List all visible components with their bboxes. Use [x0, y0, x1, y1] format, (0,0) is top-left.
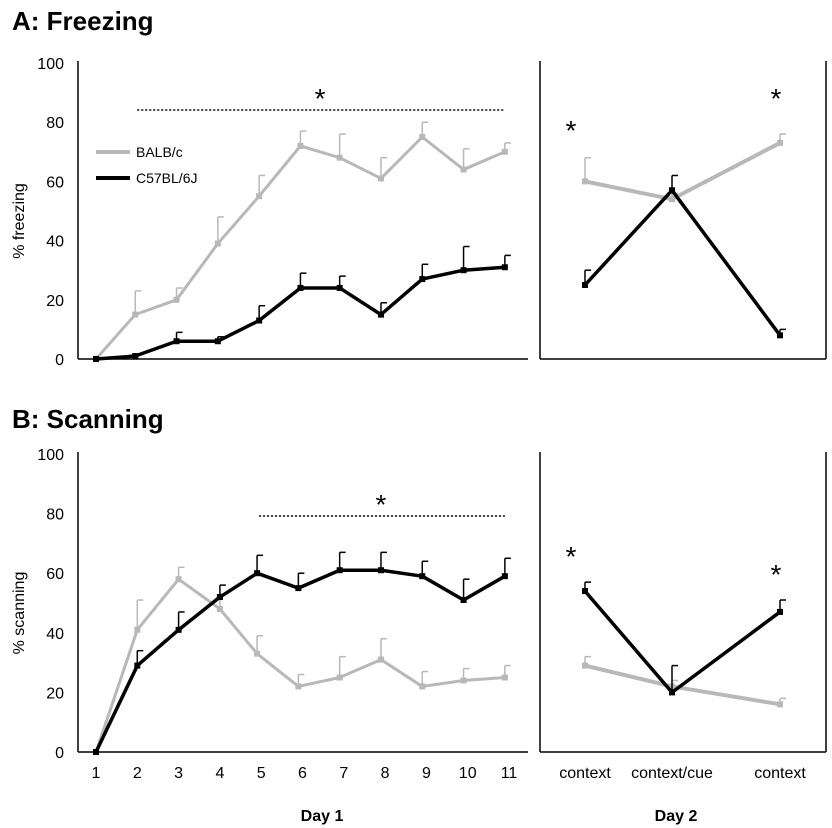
x-tick-label-day1: 6: [298, 765, 307, 782]
panel-b-series-line-day1-c57bl6j: [94, 568, 506, 753]
panel-a-data-point-balbc: [297, 142, 304, 149]
x-tick-label-day1: 7: [339, 765, 348, 782]
panel-b-series-line-day1-balbc: [94, 577, 505, 753]
x-tick-label-day2: context: [559, 765, 611, 782]
panel-b-y-tick-label: 20: [46, 685, 64, 702]
panel-a-data-point-c57bl6j: [460, 267, 467, 274]
legend-label-balbc: BALB/c: [136, 144, 183, 160]
panel-b-day2-data-point-c57bl6j: [777, 608, 783, 615]
panel-a-data-point-c57bl6j: [336, 284, 343, 291]
x-tick-label-day2: context/cue: [631, 765, 713, 782]
panel-b-y-tick-label: 40: [46, 626, 64, 643]
panel-a-day2-data-point-c57bl6j: [669, 187, 675, 194]
panel-b-data-point-c57bl6j: [93, 749, 99, 755]
panel-b-day2-data-point-balbc: [777, 701, 783, 708]
panel-a-y-tick-label: 60: [46, 174, 64, 191]
x-tick-label-day2: context: [754, 765, 806, 782]
panel-a-data-point-balbc: [377, 175, 384, 182]
x-tick-label-day1: 9: [422, 765, 431, 782]
panel-b-data-point-c57bl6j: [134, 662, 141, 669]
panel-b-data-point-balbc: [295, 683, 302, 690]
panel-b-y-tick-label: 60: [46, 566, 64, 583]
panel-b-data-point-c57bl6j: [419, 573, 426, 580]
panel-a-data-point-c57bl6j: [256, 317, 263, 324]
panel-b-data-point-c57bl6j: [295, 585, 302, 592]
panel-b-data-point-balbc: [134, 626, 141, 633]
panel-b-data-point-balbc: [175, 576, 182, 583]
panel-a-y-tick-label: 20: [46, 293, 64, 310]
x-tick-label-day1: 4: [215, 765, 224, 782]
x-tick-label-day1: 2: [133, 765, 142, 782]
panel-a-significance-star-day2: *: [566, 115, 577, 146]
panel-b-significance-star-day1: *: [376, 489, 387, 520]
panel-b-data-point-balbc: [254, 650, 261, 657]
panel-a-day2-data-point-c57bl6j: [777, 332, 783, 339]
panel-b-data-point-balbc: [419, 683, 426, 690]
panel-a-data-point-balbc: [256, 193, 263, 200]
panel-a-day2-data-point-c57bl6j: [582, 282, 588, 288]
panel-b-data-point-balbc: [501, 674, 508, 681]
panel-a-y-tick-label: 40: [46, 234, 64, 251]
panel-b-data-point-c57bl6j: [254, 570, 261, 577]
panel-a-data-point-c57bl6j: [419, 276, 426, 283]
panel-a-data-point-balbc: [501, 148, 508, 155]
panel-a-significance-star-day1: *: [315, 83, 326, 114]
x-tick-label-day1: 11: [501, 765, 518, 782]
panel-a-data-point-c57bl6j: [377, 311, 384, 318]
panel-b-y-tick-label: 0: [55, 745, 64, 762]
panel-a-y-tick-label: 100: [37, 56, 64, 73]
panel-a-data-point-c57bl6j: [173, 338, 180, 345]
x-tick-label-day1: 1: [92, 765, 101, 782]
panel-a-y-tick-label: 80: [46, 115, 64, 132]
panel-b-data-point-balbc: [336, 674, 343, 681]
panel-b-data-point-c57bl6j: [216, 594, 223, 601]
x-axis-title-day1: Day 1: [301, 808, 344, 825]
panel-b-data-point-c57bl6j: [501, 573, 508, 580]
panel-a-series-line-day2-balbc: [584, 141, 781, 202]
panel-b-series-line-day2-c57bl6j: [583, 589, 782, 695]
panel-a-y-axis-title: % freezing: [11, 183, 28, 259]
panel-a-data-point-c57bl6j: [132, 353, 139, 360]
x-tick-label-day1: 8: [381, 765, 390, 782]
panel-a-day2-data-point-balbc: [777, 139, 783, 146]
panel-a-data-point-balbc: [132, 311, 139, 318]
panel-a-day2-data-point-balbc: [669, 196, 675, 203]
legend-label-c57bl6j: C57BL/6J: [136, 170, 197, 186]
panel-b-data-point-balbc: [377, 656, 384, 663]
panel-a-series-line-day2-c57bl6j: [583, 188, 782, 337]
panel-a-day2-data-point-balbc: [582, 178, 588, 185]
panel-b-day2-data-point-c57bl6j: [582, 588, 588, 595]
panel-b-significance-star-day2: *: [566, 541, 577, 572]
panel-b-significance-star-day2: *: [771, 559, 782, 590]
panel-b-y-axis-title: % scanning: [11, 572, 28, 655]
panel-a-significance-star-day2: *: [771, 83, 782, 114]
panel-b-data-point-c57bl6j: [460, 597, 467, 604]
panel-a-data-point-balbc: [460, 166, 467, 173]
x-tick-label-day1: 10: [459, 765, 477, 782]
panel-b-data-point-c57bl6j: [175, 626, 182, 633]
panel-a-data-point-c57bl6j: [297, 284, 304, 291]
panel-b-data-point-c57bl6j: [377, 567, 384, 574]
panel-b-y-tick-label: 80: [46, 507, 64, 524]
panel-a-data-point-balbc: [173, 296, 180, 303]
panel-b-day2-data-point-c57bl6j: [669, 689, 675, 696]
panel-b-day2-data-point-balbc: [582, 662, 588, 669]
panel-b-data-point-balbc: [216, 605, 223, 612]
panel-b-y-tick-label: 100: [37, 447, 64, 464]
panel-b-title: B: Scanning: [12, 404, 164, 434]
panel-a-data-point-balbc: [336, 154, 343, 161]
panel-a-y-tick-label: 0: [55, 352, 64, 369]
panel-b-data-point-c57bl6j: [336, 567, 343, 574]
panel-a-data-point-balbc: [214, 240, 221, 247]
panel-a-title: A: Freezing: [12, 6, 154, 36]
x-tick-label-day1: 5: [257, 765, 266, 782]
x-tick-label-day1: 3: [174, 765, 183, 782]
panel-a-data-point-balbc: [419, 134, 426, 140]
panel-a-data-point-c57bl6j: [214, 338, 221, 345]
panel-a-data-point-c57bl6j: [501, 264, 508, 271]
panel-a-data-point-c57bl6j: [93, 356, 99, 362]
x-axis-title-day2: Day 2: [655, 808, 698, 825]
panel-b-data-point-balbc: [460, 677, 467, 684]
